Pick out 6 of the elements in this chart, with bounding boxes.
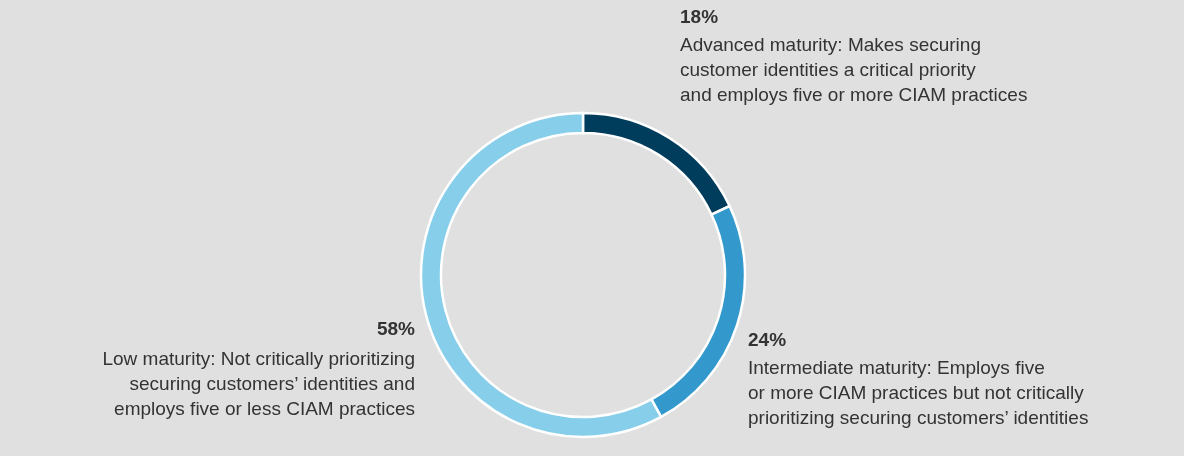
slice-label: Intermediate maturity: Employs five or more CIAM practices but not critically prioritizing securing customers’ identities [748, 357, 1089, 428]
slice-label: Advanced maturity: Makes securing customer identities a critical priority and employs five or more CIAM practices [680, 34, 1028, 105]
data-label: 18% [680, 6, 719, 27]
data-label: 24% [748, 329, 787, 350]
slice-label: Low maturity: Not critically prioritizing securing customers’ identities and employs five or less CIAM practices [102, 348, 415, 419]
data-label: 58% [376, 318, 416, 339]
